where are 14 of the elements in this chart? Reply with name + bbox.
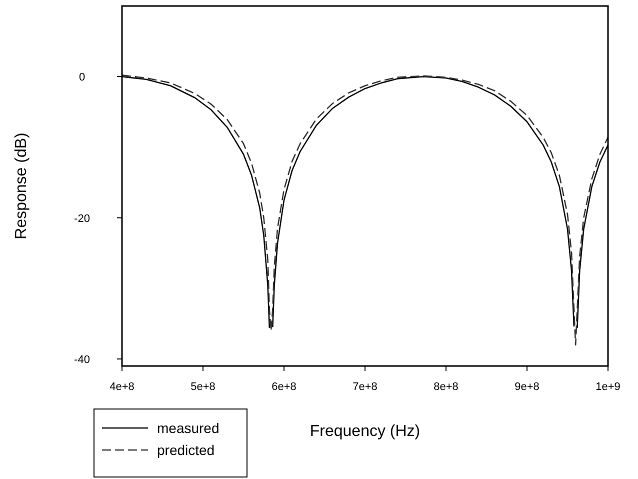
y-tick-label: 0 [78,72,86,84]
legend-label: measured [157,420,220,436]
y-tick-label: -20 [74,212,90,225]
x-tick-label: 1e+9 [596,381,620,393]
x-axis-title: Frequency (Hz) [310,423,420,440]
x-tick-label: 8e+8 [434,381,458,393]
x-tick-label: 7e+8 [352,381,378,393]
y-axis-title: Response (dB) [13,132,30,240]
legend-label: predicted [157,442,215,458]
x-tick-label: 4e+8 [110,381,134,393]
x-tick-label: 5e+8 [190,381,216,393]
y-tick-label: -40 [74,354,90,366]
x-tick-label: 9e+8 [514,381,540,393]
x-tick-label: 6e+8 [272,381,296,393]
